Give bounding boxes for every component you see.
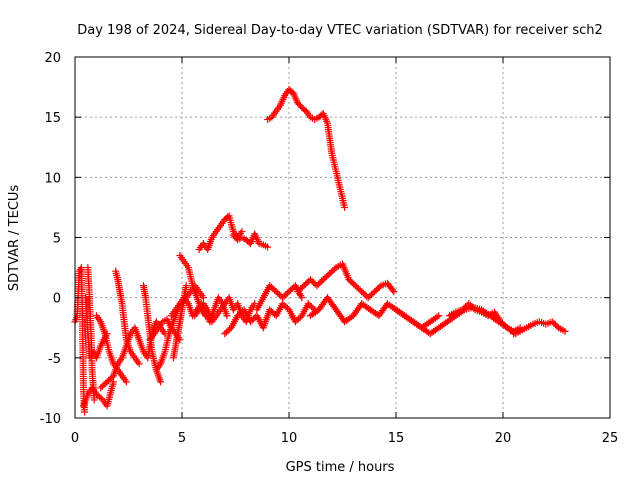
- series-arc-14: [195, 212, 246, 254]
- y-tick-label: 5: [53, 232, 61, 247]
- x-tick-label: 10: [281, 431, 298, 446]
- y-tick-label: 0: [53, 292, 61, 307]
- series-markers: [221, 300, 319, 338]
- y-tick-label: -10: [40, 412, 61, 427]
- x-axis-label: GPS time / hours: [286, 460, 395, 475]
- x-tick-label: 15: [388, 431, 405, 446]
- y-tick-label: 10: [44, 171, 61, 186]
- series-arc-8: [139, 282, 165, 386]
- series-markers: [264, 85, 349, 211]
- y-axis-tick-labels: -10 -5 0 5 10 15 20: [40, 51, 61, 427]
- y-axis-label: SDTVAR / TECUs: [7, 185, 22, 292]
- series-arc-4: [84, 264, 98, 404]
- series-arc-15: [229, 230, 272, 251]
- grid: [75, 57, 610, 418]
- series-markers: [195, 212, 246, 254]
- y-tick-label: 15: [44, 111, 61, 126]
- data-series: [71, 85, 569, 416]
- x-tick-label: 0: [71, 431, 79, 446]
- series-markers: [139, 282, 165, 386]
- series-arc-17: [221, 300, 319, 338]
- series-arc-20: [294, 260, 398, 302]
- series-markers: [510, 318, 569, 338]
- x-axis-tick-labels: 0 5 10 15 20 25: [71, 431, 618, 446]
- series-markers: [294, 260, 398, 302]
- x-tick-label: 25: [602, 431, 619, 446]
- y-tick-label: 20: [44, 51, 61, 66]
- series-markers: [84, 264, 98, 404]
- series-arc-24: [510, 318, 569, 338]
- x-tick-label: 5: [178, 431, 186, 446]
- series-markers: [446, 300, 524, 335]
- y-tick-label: -5: [48, 352, 61, 367]
- series-markers: [169, 282, 190, 362]
- series-arc-23: [446, 300, 524, 335]
- series-arc-12: [169, 282, 190, 362]
- x-tick-label: 20: [495, 431, 512, 446]
- axis-ticks: [74, 56, 611, 419]
- series-markers: [229, 230, 272, 251]
- series-arc-19: [264, 85, 349, 211]
- chart-title: Day 198 of 2024, Sidereal Day-to-day VTE…: [77, 23, 603, 38]
